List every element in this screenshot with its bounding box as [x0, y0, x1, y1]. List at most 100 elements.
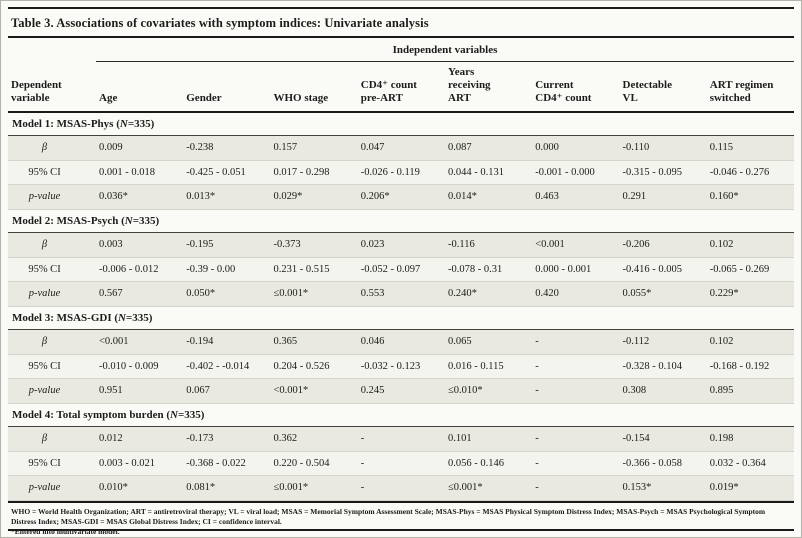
row-label: p-value — [8, 378, 96, 404]
value-cell: -0.416 - 0.005 — [619, 257, 707, 283]
value-cell: - — [532, 378, 620, 404]
value-cell: -0.173 — [183, 426, 271, 452]
value-cell: - — [357, 451, 445, 477]
column-header-years-art: Years receiving ART — [445, 61, 533, 113]
value-cell: 0.012 — [96, 426, 184, 452]
row-label: β — [8, 329, 96, 355]
column-header-age: Age — [96, 61, 184, 113]
table-frame: Table 3. Associations of covariates with… — [8, 7, 794, 536]
value-cell: 0.895 — [706, 378, 794, 404]
value-cell: -0.168 - 0.192 — [706, 354, 794, 380]
value-cell: -0.366 - 0.058 — [619, 451, 707, 477]
univariate-analysis-table: Independent variables Dependent variable… — [8, 38, 794, 501]
value-cell: 0.009 — [96, 135, 184, 161]
value-cell: 0.553 — [357, 281, 445, 307]
group-header-row: Independent variables — [8, 38, 794, 62]
value-cell: ≤0.001* — [270, 281, 358, 307]
value-cell: 0.240* — [445, 281, 533, 307]
model-header-row: Model 4: Total symptom burden (N=335) — [8, 402, 794, 427]
value-cell: -0.032 - 0.123 — [357, 354, 445, 380]
value-cell: -0.006 - 0.012 — [96, 257, 184, 283]
data-row: 95% CI 0.001 - 0.018 -0.425 - 0.051 0.017 -… — [8, 160, 794, 186]
abbreviations-note: WHO = World Health Organization; ART = a… — [11, 506, 766, 526]
value-cell: 0.204 - 0.526 — [270, 354, 358, 380]
column-header-detectable-vl: Detectable VL — [619, 61, 707, 113]
value-cell: -0.238 — [183, 135, 271, 161]
value-cell: 0.365 — [270, 329, 358, 355]
value-cell: ≤0.001* — [270, 475, 358, 501]
value-cell: 0.065 — [445, 329, 533, 355]
value-cell: -0.328 - 0.104 — [619, 354, 707, 380]
value-cell: -0.078 - 0.31 — [445, 257, 533, 283]
value-cell: - — [532, 451, 620, 477]
value-cell: -0.373 — [270, 232, 358, 258]
value-cell: -0.065 - 0.269 — [706, 257, 794, 283]
value-cell: <0.001* — [270, 378, 358, 404]
data-row: β <0.001 -0.194 0.365 0.046 0.065- -0.112 0.102 — [8, 329, 794, 355]
value-cell: 0.003 — [96, 232, 184, 258]
value-cell: ≤0.010* — [445, 378, 533, 404]
value-cell: -0.046 - 0.276 — [706, 160, 794, 186]
value-cell: - — [532, 329, 620, 355]
value-cell: -0.154 — [619, 426, 707, 452]
value-cell: 0.308 — [619, 378, 707, 404]
data-row: p-value 0.951 0.067 <0.001* 0.245 ≤0.010* -0.3… — [8, 378, 794, 404]
value-cell: 0.001 - 0.018 — [96, 160, 184, 186]
value-cell: - — [357, 426, 445, 452]
value-cell: 0.081* — [183, 475, 271, 501]
column-header-current-cd4: Current CD4⁺ count — [532, 61, 620, 113]
value-cell: 0.032 - 0.364 — [706, 451, 794, 477]
independent-variables-header: Independent variables — [96, 38, 794, 62]
model-label: Model 2: MSAS-Psych (N=335) — [8, 208, 794, 234]
value-cell: 0.087 — [445, 135, 533, 161]
row-label: β — [8, 135, 96, 161]
footnotes: WHO = World Health Organization; ART = a… — [8, 500, 794, 537]
value-cell: -0.001 - 0.000 — [532, 160, 620, 186]
value-cell: 0.029* — [270, 184, 358, 210]
row-label: 95% CI — [8, 257, 96, 283]
value-cell: -0.315 - 0.095 — [619, 160, 707, 186]
value-cell: 0.229* — [706, 281, 794, 307]
dependent-variable-header: Dependent variable — [8, 61, 96, 113]
value-cell: -0.026 - 0.119 — [357, 160, 445, 186]
column-header-row: Dependent variable Age Gender WHO stage … — [8, 61, 794, 113]
value-cell: 0.023 — [357, 232, 445, 258]
data-row: 95% CI -0.006 - 0.012 -0.39 - 0.00 0.231 - … — [8, 257, 794, 283]
value-cell: 0.291 — [619, 184, 707, 210]
value-cell: 0.010* — [96, 475, 184, 501]
value-cell: 0.101 — [445, 426, 533, 452]
value-cell: 0.567 — [96, 281, 184, 307]
group-header-spacer — [8, 38, 96, 61]
value-cell: 0.036* — [96, 184, 184, 210]
row-label: p-value — [8, 281, 96, 307]
value-cell: 0.047 — [357, 135, 445, 161]
value-cell: <0.001 — [96, 329, 184, 355]
value-cell: 0.102 — [706, 329, 794, 355]
data-row: 95% CI -0.010 - 0.009 -0.402 - -0.014 0.204… — [8, 354, 794, 380]
model-header-row: Model 3: MSAS-GDI (N=335) — [8, 305, 794, 331]
value-cell: 0.019* — [706, 475, 794, 501]
value-cell: 0.206* — [357, 184, 445, 210]
value-cell: -0.112 — [619, 329, 707, 355]
row-label: 95% CI — [8, 354, 96, 380]
column-header-who-stage: WHO stage — [270, 61, 358, 113]
value-cell: -0.110 — [619, 135, 707, 161]
value-cell: 0.000 — [532, 135, 620, 161]
value-cell: 0.153* — [619, 475, 707, 501]
value-cell: 0.951 — [96, 378, 184, 404]
value-cell: 0.245 — [357, 378, 445, 404]
row-label: p-value — [8, 184, 96, 210]
data-row: p-value 0.010* 0.081* ≤0.001* - ≤0.001* -0.153… — [8, 475, 794, 501]
value-cell: -0.425 - 0.051 — [183, 160, 271, 186]
value-cell: 0.050* — [183, 281, 271, 307]
value-cell: - — [532, 426, 620, 452]
data-row: β 0.003 -0.195 -0.373 0.023 -0.116 <0.001 -0.20… — [8, 232, 794, 258]
value-cell: -0.206 — [619, 232, 707, 258]
value-cell: -0.402 - -0.014 — [183, 354, 271, 380]
column-header-cd4-pre-art: CD4⁺ count pre-ART — [357, 61, 445, 113]
value-cell: 0.102 — [706, 232, 794, 258]
value-cell: 0.463 — [532, 184, 620, 210]
row-label: β — [8, 232, 96, 258]
value-cell: 0.067 — [183, 378, 271, 404]
